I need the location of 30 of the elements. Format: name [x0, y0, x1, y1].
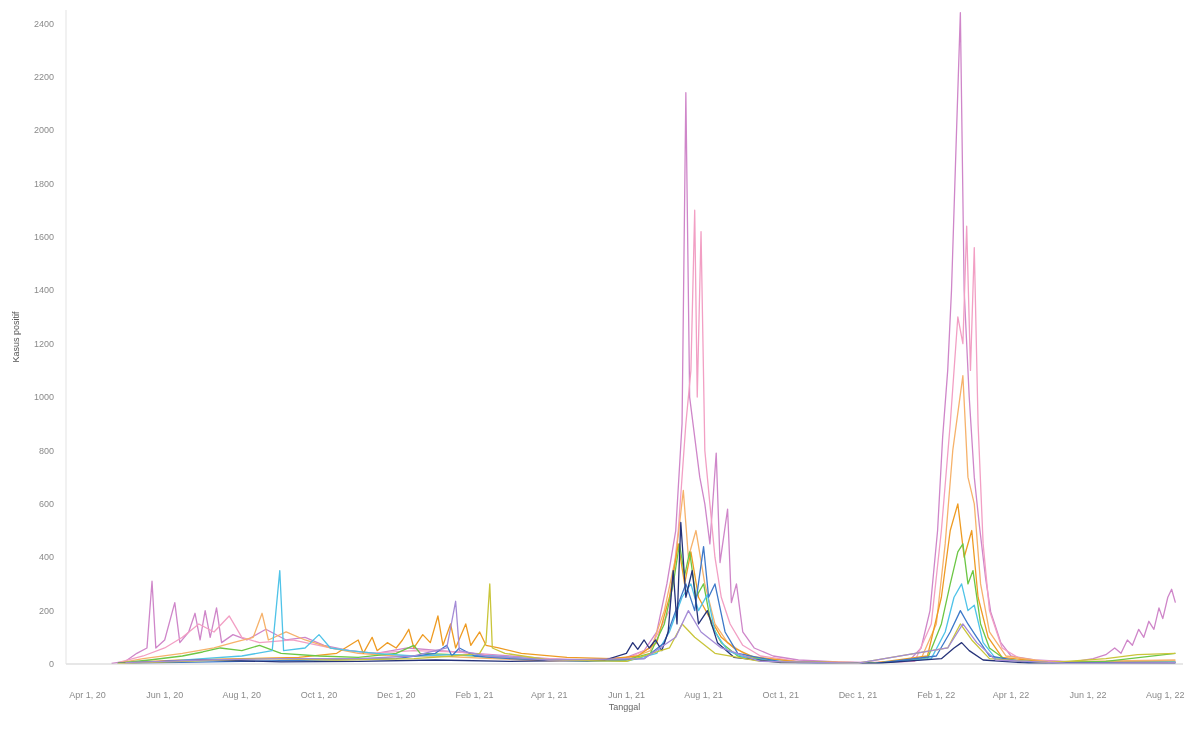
y-tick-label: 1400 [33, 285, 54, 296]
y-tick-label: 1600 [33, 232, 54, 243]
x-tick-label: Dec 1, 20 [376, 690, 416, 701]
y-tick-label: 2400 [33, 18, 54, 29]
y-tick-label: 2000 [33, 125, 54, 136]
x-tick-label: Oct 1, 20 [300, 690, 338, 701]
y-tick-label: 1000 [33, 392, 54, 403]
y-tick-label: 2200 [33, 71, 54, 82]
x-tick-label: Dec 1, 21 [838, 690, 878, 701]
x-axis-title: Tanggal [608, 702, 641, 712]
y-axis-title: Kasus positif [11, 310, 22, 363]
x-tick-label: Feb 1, 21 [455, 690, 494, 701]
x-tick-label: Feb 1, 22 [917, 690, 956, 701]
x-tick-label: Aug 1, 20 [222, 690, 262, 701]
y-tick-label: 1800 [33, 178, 54, 189]
y-tick-label: 800 [38, 445, 54, 456]
x-tick-label: Apr 1, 20 [69, 690, 106, 701]
y-tick-label: 600 [38, 499, 54, 510]
x-tick-label: Apr 1, 22 [992, 690, 1030, 701]
x-tick-label: Apr 1, 21 [530, 690, 568, 701]
x-tick-label: Jun 1, 22 [1069, 690, 1107, 701]
x-tick-label: Aug 1, 22 [1146, 690, 1185, 701]
y-tick-label: 400 [38, 552, 54, 563]
x-tick-label: Jun 1, 20 [146, 690, 184, 701]
y-tick-label: 200 [38, 605, 54, 616]
x-tick-label: Jun 1, 21 [607, 690, 645, 701]
x-tick-label: Oct 1, 21 [762, 690, 799, 701]
y-tick-label: 1200 [33, 338, 54, 349]
x-tick-label: Aug 1, 21 [684, 690, 723, 701]
y-tick-label: 0 [48, 659, 54, 670]
